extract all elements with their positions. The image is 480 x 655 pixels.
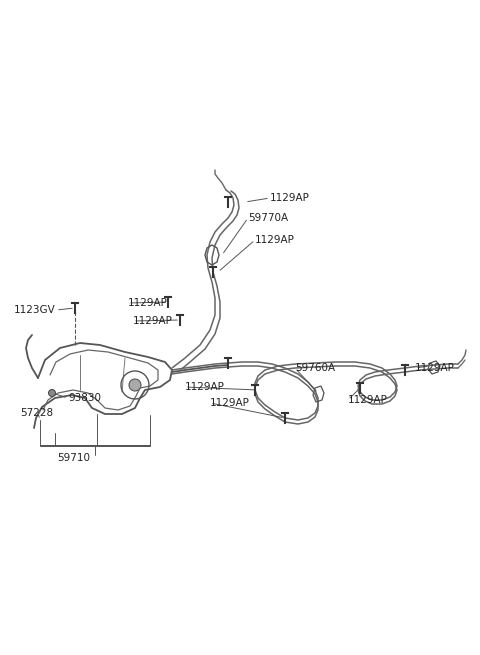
Text: 1129AP: 1129AP [185, 382, 225, 392]
Circle shape [129, 379, 141, 391]
Text: 1129AP: 1129AP [133, 316, 173, 326]
Text: 59770A: 59770A [248, 213, 288, 223]
Text: 1129AP: 1129AP [415, 363, 455, 373]
Circle shape [48, 390, 56, 396]
Text: 1129AP: 1129AP [210, 398, 250, 408]
Text: 57228: 57228 [20, 408, 53, 418]
Text: 1129AP: 1129AP [270, 193, 310, 203]
Text: 1123GV: 1123GV [14, 305, 56, 315]
Text: 59760A: 59760A [295, 363, 335, 373]
Text: 1129AP: 1129AP [348, 395, 388, 405]
Text: 1129AP: 1129AP [128, 298, 168, 308]
Text: 93830: 93830 [68, 393, 101, 403]
Text: 1129AP: 1129AP [255, 235, 295, 245]
Text: 59710: 59710 [57, 453, 90, 463]
